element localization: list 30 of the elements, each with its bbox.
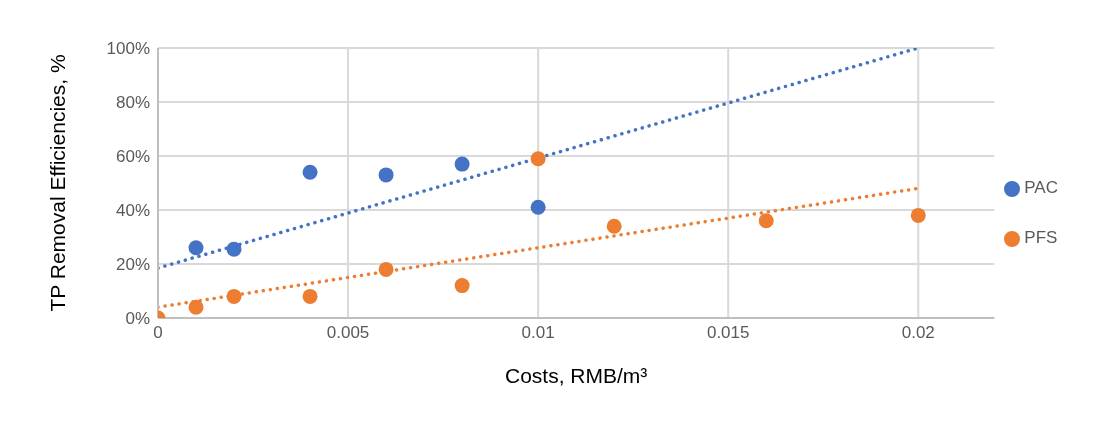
legend-label: PAC [1024, 178, 1058, 197]
x-axis-title: Costs, RMB/m³ [504, 364, 648, 387]
point [378, 167, 394, 183]
point [454, 278, 470, 294]
point [302, 288, 318, 304]
point [910, 207, 926, 223]
y-axis-title: TP Removal Efficiencies, % [46, 54, 70, 312]
point [226, 241, 242, 257]
y-tick-label: 40% [115, 201, 150, 221]
legend-label: PFS [1024, 228, 1058, 247]
x-tick-label: 0.01 [521, 323, 555, 343]
x-tick-label: 0.005 [326, 323, 370, 343]
point [188, 299, 204, 315]
point [530, 199, 546, 215]
y-tick-label: 20% [115, 255, 150, 275]
x-tick-label: 0.02 [901, 323, 935, 343]
y-tick-label: 60% [115, 147, 150, 167]
y-tick-label: 0% [125, 309, 150, 329]
point [302, 164, 318, 180]
point [606, 218, 622, 234]
point [454, 156, 470, 172]
y-tick-label: 100% [106, 39, 150, 59]
point [188, 240, 204, 256]
point [530, 151, 546, 167]
point [758, 213, 774, 229]
x-tick-label: 0.015 [706, 323, 750, 343]
x-tick-label: 0 [153, 323, 163, 343]
point [378, 261, 394, 277]
y-tick-label: 80% [115, 93, 150, 113]
point [226, 288, 242, 304]
